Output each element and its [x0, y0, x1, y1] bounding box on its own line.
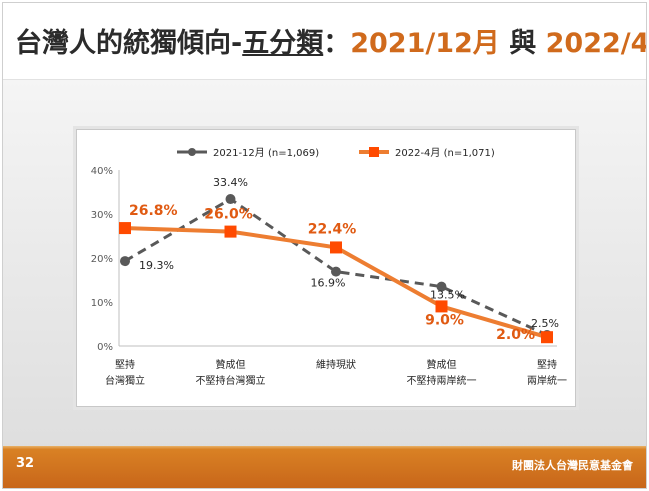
data-label-2022: 9.0%	[425, 312, 464, 328]
point-2022	[435, 300, 448, 313]
title-underlined: 五分類	[242, 28, 324, 59]
x-tick-label: 不堅持兩岸統一	[407, 374, 477, 387]
data-label-2021: 33.4%	[213, 176, 248, 189]
page-number: 32	[16, 456, 35, 471]
data-label-2022: 26.0%	[204, 207, 253, 223]
footer-bar	[3, 446, 646, 488]
organization-name: 財團法人台灣民意基金會	[512, 459, 633, 472]
data-label-2021: 2.5%	[531, 317, 559, 330]
x-tick-label: 兩岸統一	[527, 374, 567, 387]
point-2021	[331, 266, 341, 277]
point-2022	[119, 222, 131, 235]
point-2022	[330, 241, 342, 254]
title-main: 台灣人的統獨傾向-	[15, 28, 243, 59]
series-line-2021	[124, 197, 548, 337]
data-label-2021: 19.3%	[139, 259, 174, 272]
legend-marker-2022	[369, 147, 379, 157]
title-date-2: 2022/4月	[545, 28, 646, 59]
title-date-1: 2021/12月	[350, 28, 500, 59]
data-label-2021: 16.9%	[311, 277, 346, 290]
point-2021	[225, 194, 236, 205]
data-label-2022: 2.0%	[496, 327, 535, 343]
title-join: 與	[499, 28, 546, 59]
legend-label-2022: 2022-4月 (n=1,071)	[395, 147, 495, 159]
data-label-2022: 26.8%	[129, 203, 178, 219]
title-bar: 台灣人的統獨傾向-五分類：2021/12月 與 2022/4月	[3, 3, 646, 80]
data-label-2021: 13.5%	[430, 289, 465, 302]
y-tick-label: 0%	[97, 342, 113, 353]
x-tick-label: 台灣獨立	[105, 374, 145, 387]
y-tick-label: 40%	[91, 166, 113, 177]
data-label-2022: 22.4%	[308, 221, 357, 237]
x-tick-label: 堅持	[115, 358, 135, 371]
y-tick-label: 30%	[91, 210, 113, 221]
chart-panel: 0% 10% 20% 30% 40% 堅持台灣獨立 贊成但不堅持台灣獨立 維持現狀 贊成但不堅持…	[76, 129, 576, 407]
x-tick-label: 堅持	[537, 358, 557, 371]
x-tick-label: 贊成但	[427, 358, 457, 371]
title-colon: ：	[323, 28, 351, 59]
x-tick-label: 贊成但	[216, 358, 246, 371]
point-2021	[120, 256, 130, 267]
point-2022	[224, 225, 237, 238]
y-tick-label: 20%	[91, 254, 113, 265]
x-tick-label: 維持現狀	[316, 358, 356, 371]
y-tick-label: 10%	[91, 298, 113, 309]
point-2022	[541, 331, 553, 344]
slide-title: 台灣人的統獨傾向-五分類：2021/12月 與 2022/4月	[15, 21, 646, 60]
legend-marker-2021	[188, 148, 196, 156]
x-tick-label: 不堅持台灣獨立	[196, 374, 266, 387]
point-2021	[436, 281, 447, 292]
slide: 台灣人的統獨傾向-五分類：2021/12月 與 2022/4月 0% 10% 20%…	[3, 3, 646, 488]
legend-label-2021: 2021-12月 (n=1,069)	[213, 147, 319, 159]
